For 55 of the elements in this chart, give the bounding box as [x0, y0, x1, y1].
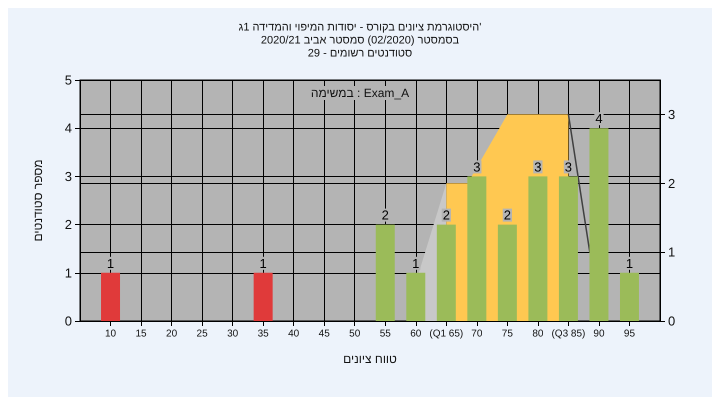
- data-label: 1: [626, 256, 634, 271]
- bar: [254, 272, 273, 321]
- y-tick-label: 2: [64, 217, 72, 232]
- x-tick-label: 10: [104, 328, 117, 340]
- y-axis-title: מספר סטודנטים: [31, 159, 45, 242]
- y2-tick-label: 1: [668, 244, 676, 260]
- bar: [436, 224, 456, 321]
- bar: [528, 176, 548, 321]
- bar: [558, 176, 578, 321]
- x-tick-label: 35: [258, 328, 270, 340]
- x-tick-label: 75: [502, 328, 514, 340]
- data-label: 1: [412, 256, 420, 271]
- bar: [376, 224, 395, 321]
- x-tick-label: 80: [532, 328, 544, 340]
- x-tick-label: 45: [318, 328, 330, 340]
- chart-subtitle: בסמסטר (02/2020) סמסטר אביב 2020/21 סטודנטים רשומים - 29: [260, 34, 460, 60]
- data-label: 2: [442, 208, 450, 223]
- x-tick-label: (Q1 65): [429, 328, 464, 340]
- x-tick-label: 60: [410, 328, 422, 340]
- x-tick-label: 40: [288, 328, 300, 340]
- y2-tick-label: 2: [668, 176, 676, 191]
- x-axis-title: טווח ציונים: [343, 352, 398, 366]
- data-label: 3: [564, 159, 572, 174]
- y-tick-label: 1: [64, 265, 72, 280]
- bar: [589, 128, 608, 321]
- x-tick-label: 25: [196, 328, 208, 340]
- x-tick-label: 50: [349, 328, 361, 340]
- bar: [406, 272, 426, 321]
- data-label: 1: [260, 256, 267, 271]
- x-tick-label: 70: [471, 328, 483, 340]
- chart-title: היסטוגרמת ציונים בקורס - יסודות המיפוי והמדידה 1ג': [238, 22, 482, 34]
- x-tick-label: 20: [166, 328, 178, 340]
- y-tick-label: 4: [64, 120, 72, 136]
- x-tick-label: 15: [135, 328, 148, 340]
- y-tick-label: 5: [64, 72, 72, 88]
- y-tick-label: 0: [64, 314, 72, 328]
- y-tick-label: 3: [64, 168, 72, 184]
- x-tick-label: 90: [593, 328, 605, 340]
- data-label: 2: [504, 208, 511, 223]
- data-label: 4: [595, 111, 603, 126]
- x-tick-label: 30: [227, 328, 239, 340]
- x-tick-label: 95: [624, 328, 636, 340]
- data-label: 3: [534, 159, 542, 174]
- bar: [101, 272, 120, 321]
- data-label: 1: [106, 256, 114, 271]
- data-label: 2: [382, 208, 389, 223]
- data-label: 3: [473, 159, 480, 174]
- bar: [467, 176, 486, 321]
- y2-tick-label: 0: [668, 314, 676, 328]
- x-tick-label: 55: [380, 328, 392, 340]
- bar: [620, 272, 639, 321]
- bar: [498, 224, 517, 321]
- y2-tick-label: 3: [668, 106, 676, 122]
- annotation: במשימה : Exam_A: [310, 86, 410, 100]
- x-tick-label: (Q3 85): [551, 328, 586, 340]
